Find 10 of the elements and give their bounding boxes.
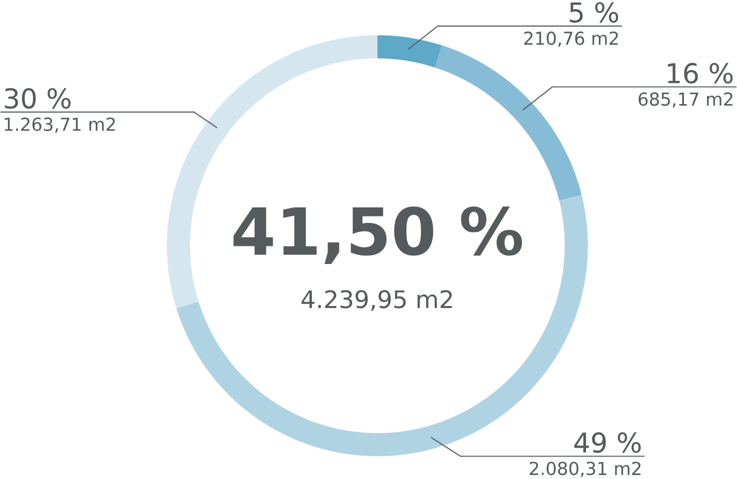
text: 4.239,95 m2 — [302, 290, 452, 311]
data-label: 1.263,71 m2 — [4, 117, 115, 133]
text: 30 % — [4, 88, 71, 109]
text: 49 % — [574, 432, 641, 453]
data-label: 685,17 m2 — [638, 92, 732, 108]
text: 5 % — [570, 2, 618, 23]
text: 16 % — [668, 62, 733, 84]
data-label: 2.080,31 m2 — [530, 462, 640, 477]
data-label: 210,76 m2 — [524, 31, 618, 47]
text: 41,50 % — [234, 206, 522, 264]
